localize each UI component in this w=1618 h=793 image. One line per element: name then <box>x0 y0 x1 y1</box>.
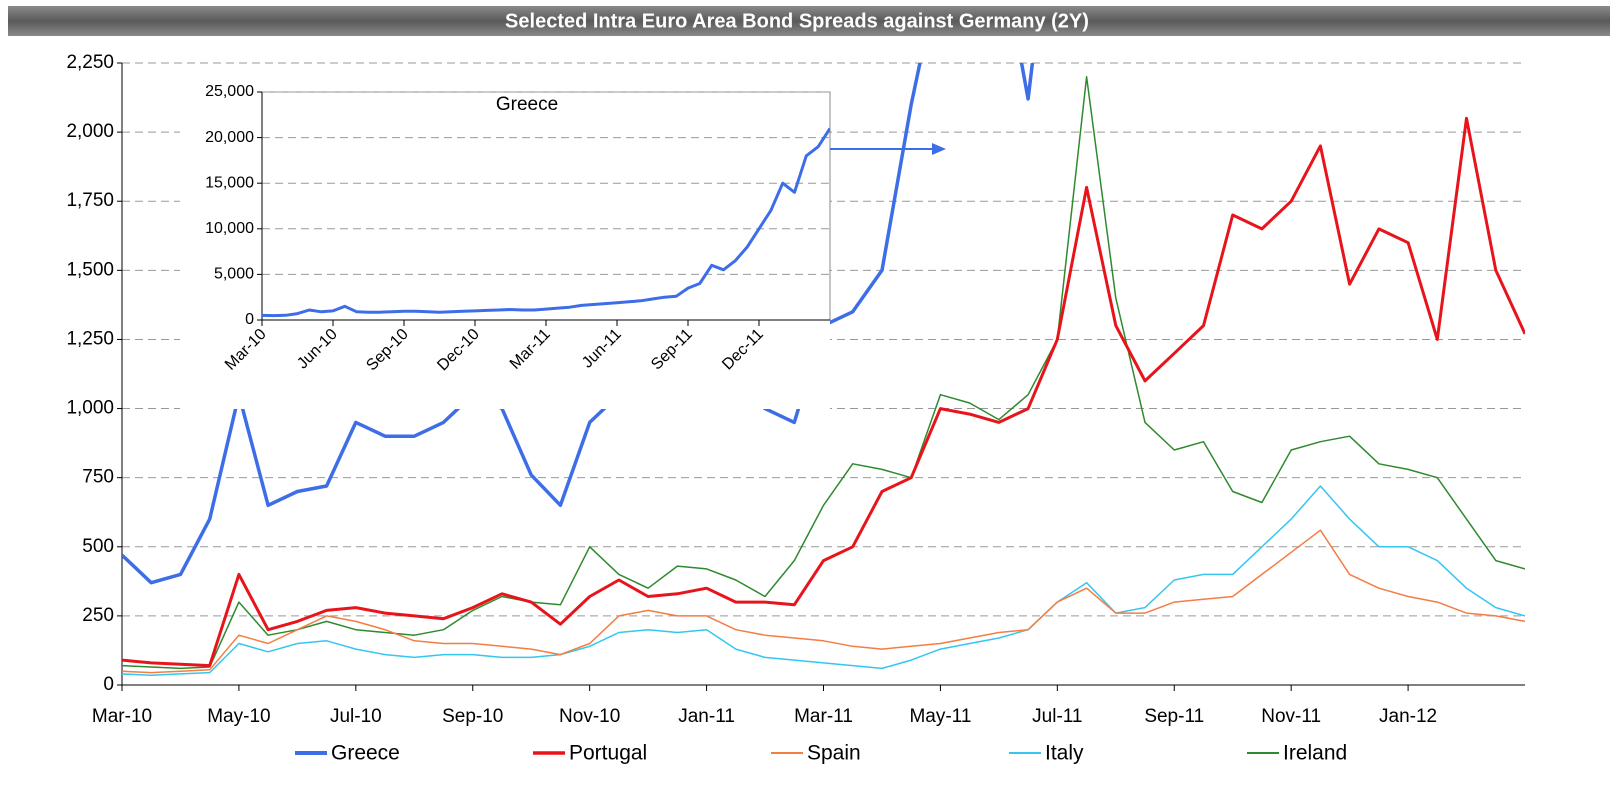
main-plot: 0 250 500 750 1,000 1,250 1,500 1,750 2,000 2,250… <box>66 52 1525 727</box>
y-tick-label: 750 <box>82 467 114 488</box>
chart-title: Selected Intra Euro Area Bond Spreads ag… <box>505 10 1089 32</box>
y-tick-label: 1,250 <box>66 328 114 349</box>
x-tick-label: May-11 <box>909 706 971 727</box>
y-tick-label: 10,000 <box>205 220 254 237</box>
lines <box>262 127 830 318</box>
title-bar <box>8 6 1610 36</box>
y-tick-label: 1,000 <box>66 398 114 419</box>
x-tick-label: Jan-11 <box>678 706 735 727</box>
x-tick-label: Jan-12 <box>1379 706 1437 727</box>
y-tick-label: 15,000 <box>205 174 254 191</box>
legend: Greece Portugal Spain Italy Ireland <box>295 742 1347 765</box>
series-line <box>122 529 1525 674</box>
series-line <box>122 116 1525 668</box>
x-tick-label: Mar-10 <box>92 706 152 727</box>
legend-label: Italy <box>1045 742 1084 765</box>
x-tick-label: Sep-11 <box>1144 706 1204 727</box>
x-tick-label: Nov-10 <box>559 706 620 727</box>
y-tick-label: 1,750 <box>66 190 114 211</box>
legend-label: Greece <box>331 742 400 765</box>
y-tick-label: 250 <box>82 605 114 626</box>
annotation-arrow <box>830 143 946 155</box>
legend-label: Spain <box>807 742 861 765</box>
x-tick-label: Jul-10 <box>330 706 382 727</box>
y-tick-label: 25,000 <box>205 83 254 100</box>
y-tick-label: 500 <box>82 536 114 557</box>
inset-title: Greece <box>496 94 558 115</box>
x-tick-label: Mar-11 <box>794 706 853 727</box>
y-tick-label: 0 <box>103 674 114 695</box>
y-tick-label: 2,000 <box>66 121 114 142</box>
series-line <box>262 127 830 318</box>
y-tick-label: 20,000 <box>205 129 254 146</box>
plot-frame <box>261 91 831 321</box>
y-tick-label: 5,000 <box>214 266 254 283</box>
series-line <box>122 76 1525 670</box>
x-tick-label: May-10 <box>207 706 270 727</box>
y-tick-label: 1,500 <box>66 259 114 280</box>
x-tick-label: Nov-11 <box>1261 706 1321 727</box>
legend-label: Ireland <box>1283 742 1347 765</box>
y-tick-label: 2,250 <box>66 52 114 73</box>
y-tick-label: 0 <box>245 311 254 328</box>
legend-label: Portugal <box>569 742 647 765</box>
series-line <box>122 485 1525 677</box>
x-tick-label: Sep-10 <box>442 706 503 727</box>
x-tick-label: Jul-11 <box>1032 706 1082 727</box>
